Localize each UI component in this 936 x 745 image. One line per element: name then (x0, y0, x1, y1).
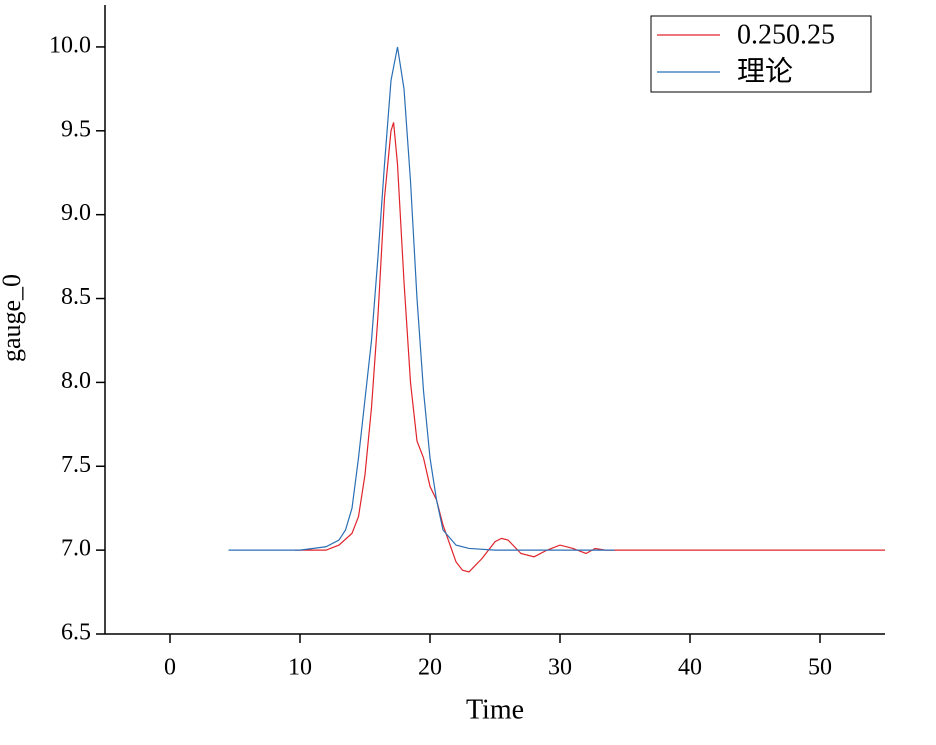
y-tick-label: 8.5 (61, 284, 91, 310)
x-tick-label: 10 (288, 655, 312, 681)
data-line (228, 46, 615, 551)
x-tick-label: 50 (808, 655, 832, 681)
data-line (294, 122, 885, 573)
x-tick-label: 40 (678, 655, 702, 681)
legend-label: 0.250.25 (737, 19, 835, 50)
y-tick-label: 10.0 (49, 32, 91, 58)
y-tick-label: 9.5 (61, 116, 91, 142)
legend-label: 理论 (737, 55, 793, 87)
y-axis-label: gauge_0 (0, 274, 26, 362)
y-tick-label: 7.5 (61, 452, 91, 478)
y-tick-label: 9.0 (61, 200, 91, 226)
x-tick-label: 30 (548, 655, 572, 681)
x-axis-label: Time (466, 694, 524, 725)
x-tick-label: 0 (164, 655, 176, 681)
legend-box (650, 15, 872, 93)
y-tick-label: 7.0 (61, 536, 91, 562)
x-tick-label: 20 (418, 655, 442, 681)
y-tick-label: 8.0 (61, 368, 91, 394)
y-tick-label: 6.5 (61, 620, 91, 646)
